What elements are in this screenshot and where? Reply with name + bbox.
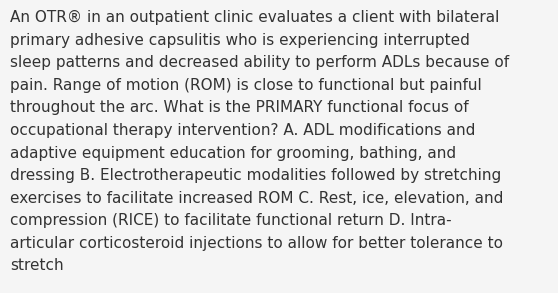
Text: exercises to facilitate increased ROM C. Rest, ice, elevation, and: exercises to facilitate increased ROM C.…	[10, 191, 503, 206]
Text: throughout the arc. What is the PRIMARY functional focus of: throughout the arc. What is the PRIMARY …	[10, 100, 469, 115]
Text: adaptive equipment education for grooming, bathing, and: adaptive equipment education for groomin…	[10, 146, 456, 161]
Text: compression (RICE) to facilitate functional return D. Intra-: compression (RICE) to facilitate functio…	[10, 213, 451, 228]
Text: primary adhesive capsulitis who is experiencing interrupted: primary adhesive capsulitis who is exper…	[10, 33, 470, 48]
Text: An OTR® in an outpatient clinic evaluates a client with bilateral: An OTR® in an outpatient clinic evaluate…	[10, 10, 499, 25]
Text: occupational therapy intervention? A. ADL modifications and: occupational therapy intervention? A. AD…	[10, 123, 475, 138]
Text: dressing B. Electrotherapeutic modalities followed by stretching: dressing B. Electrotherapeutic modalitie…	[10, 168, 501, 183]
Text: pain. Range of motion (ROM) is close to functional but painful: pain. Range of motion (ROM) is close to …	[10, 78, 482, 93]
Text: sleep patterns and decreased ability to perform ADLs because of: sleep patterns and decreased ability to …	[10, 55, 509, 70]
Text: articular corticosteroid injections to allow for better tolerance to: articular corticosteroid injections to a…	[10, 236, 503, 251]
Text: stretch: stretch	[10, 258, 64, 273]
